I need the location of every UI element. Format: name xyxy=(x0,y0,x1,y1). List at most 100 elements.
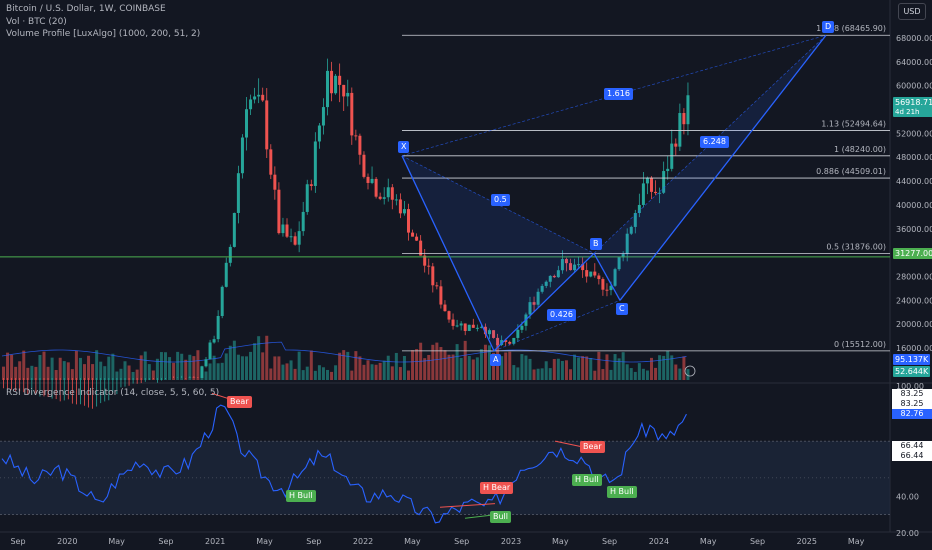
candle-body xyxy=(382,197,386,199)
volume-bar xyxy=(605,354,609,380)
volume-bar xyxy=(686,369,690,380)
volume-bar xyxy=(135,369,139,380)
candle-body xyxy=(285,224,289,237)
candle-body xyxy=(334,75,338,94)
symbol-legend[interactable]: Bitcoin / U.S. Dollar, 1W, COINBASE xyxy=(6,4,166,14)
volume-bar xyxy=(22,350,26,380)
volume-bar xyxy=(273,356,277,380)
rsi-signal-bear[interactable]: Bear xyxy=(580,441,605,453)
candle-body xyxy=(512,337,516,344)
rsi-tag-1: 83.25 xyxy=(892,389,932,399)
rsi-line xyxy=(1,404,687,524)
volume-bar xyxy=(544,361,548,380)
volume-bar xyxy=(309,350,313,380)
pattern-point-a[interactable]: A xyxy=(490,353,502,366)
fib-level-label: 0.886 (44509.01) xyxy=(816,167,886,176)
volume-bar xyxy=(245,356,248,380)
pattern-point-c[interactable]: C xyxy=(616,303,628,316)
candle-body xyxy=(548,275,552,282)
rsi-signal-hidden-bull[interactable]: H Bull xyxy=(572,474,602,486)
volume-bar xyxy=(564,360,568,380)
rsi-signal-bull[interactable]: Bull xyxy=(490,511,512,523)
volume-bar xyxy=(625,364,629,380)
volume-bar xyxy=(265,335,269,380)
volume-bar xyxy=(459,357,463,380)
volume-bar xyxy=(674,364,678,380)
pattern-ratio-label[interactable]: 0.5 xyxy=(491,194,510,206)
volume-bar xyxy=(313,370,317,380)
volume-bar xyxy=(447,354,451,380)
currency-button[interactable]: USD xyxy=(898,3,926,20)
pattern-ratio-line xyxy=(593,34,827,254)
candle-body xyxy=(455,325,459,327)
pattern-point-d[interactable]: D xyxy=(822,21,835,34)
rsi-signal-bear[interactable]: Bear xyxy=(227,396,252,408)
rsi-signal-hidden-bull[interactable]: H Bull xyxy=(607,486,637,498)
pattern-triangle-bcd xyxy=(594,35,826,301)
rsi-legend[interactable]: RSI Divergence Indicator (14, close, 5, … xyxy=(6,388,220,398)
volume-bar xyxy=(216,363,220,380)
pattern-point-x[interactable]: X xyxy=(398,140,410,153)
current-price-tag: 56918.71 4d 21h xyxy=(893,97,932,117)
volume-profile-legend[interactable]: Volume Profile [LuxAlgo] (1000, 200, 51,… xyxy=(6,29,201,39)
time-axis-label: 2023 xyxy=(501,537,521,546)
volume-bar xyxy=(74,350,78,380)
volume-legend[interactable]: Vol · BTC (20) xyxy=(6,17,67,27)
volume-bar xyxy=(475,357,479,380)
time-axis-label: Sep xyxy=(306,537,321,546)
candle-body xyxy=(560,259,564,271)
volume-bar xyxy=(451,354,455,380)
volume-bar xyxy=(536,368,540,380)
pattern-ratio-label[interactable]: 1.616 xyxy=(604,88,633,100)
volume-bar xyxy=(394,352,398,380)
volume-bar xyxy=(147,364,151,380)
candle-body xyxy=(358,135,362,155)
candle-body xyxy=(224,262,228,287)
pattern-ratio-label[interactable]: 6.248 xyxy=(700,136,729,148)
candle-body xyxy=(520,325,524,330)
volume-bar xyxy=(463,340,467,380)
volume-bar xyxy=(411,350,415,380)
volume-bar xyxy=(666,350,670,380)
volume-bar xyxy=(573,354,577,380)
rsi-signal-hidden-bull[interactable]: H Bull xyxy=(286,490,316,502)
price-axis-label: 64000.00 xyxy=(896,58,932,67)
volume-bar xyxy=(621,352,625,380)
volume-bar xyxy=(617,358,621,380)
volume-bar xyxy=(488,345,491,380)
volume-bar xyxy=(249,351,253,380)
volume-bar xyxy=(188,354,192,380)
pattern-leg xyxy=(401,155,495,352)
volume-bar xyxy=(407,370,410,380)
volume-bar xyxy=(382,360,386,380)
volume-bar xyxy=(18,361,22,380)
candle-body xyxy=(500,340,504,345)
candle-body xyxy=(459,323,463,326)
volume-bar xyxy=(443,350,447,380)
candle-body xyxy=(686,95,690,125)
current-price-value: 56918.71 xyxy=(895,98,932,107)
volume-bar xyxy=(127,365,131,380)
candle-body xyxy=(492,330,496,338)
candle-body xyxy=(488,330,491,335)
candle-body xyxy=(220,286,224,316)
candle-body xyxy=(585,270,589,277)
pattern-point-b[interactable]: B xyxy=(590,238,602,251)
candle-body xyxy=(281,224,285,234)
candle-body xyxy=(605,289,609,291)
candle-body xyxy=(633,213,637,227)
pattern-ratio-label[interactable]: 0.426 xyxy=(547,309,576,321)
volume-bar xyxy=(581,356,585,380)
pattern-leg xyxy=(619,34,827,301)
rsi-signal-hidden-bear[interactable]: H Bear xyxy=(480,482,514,494)
volume-bar xyxy=(2,366,5,380)
time-axis-label: May xyxy=(700,537,717,546)
price-axis-label: 36000.00 xyxy=(896,225,932,234)
candle-body xyxy=(346,92,350,97)
volume-bar xyxy=(10,354,14,380)
volume-bar xyxy=(613,354,617,380)
volume-bar xyxy=(192,356,196,380)
candle-body xyxy=(483,326,487,335)
